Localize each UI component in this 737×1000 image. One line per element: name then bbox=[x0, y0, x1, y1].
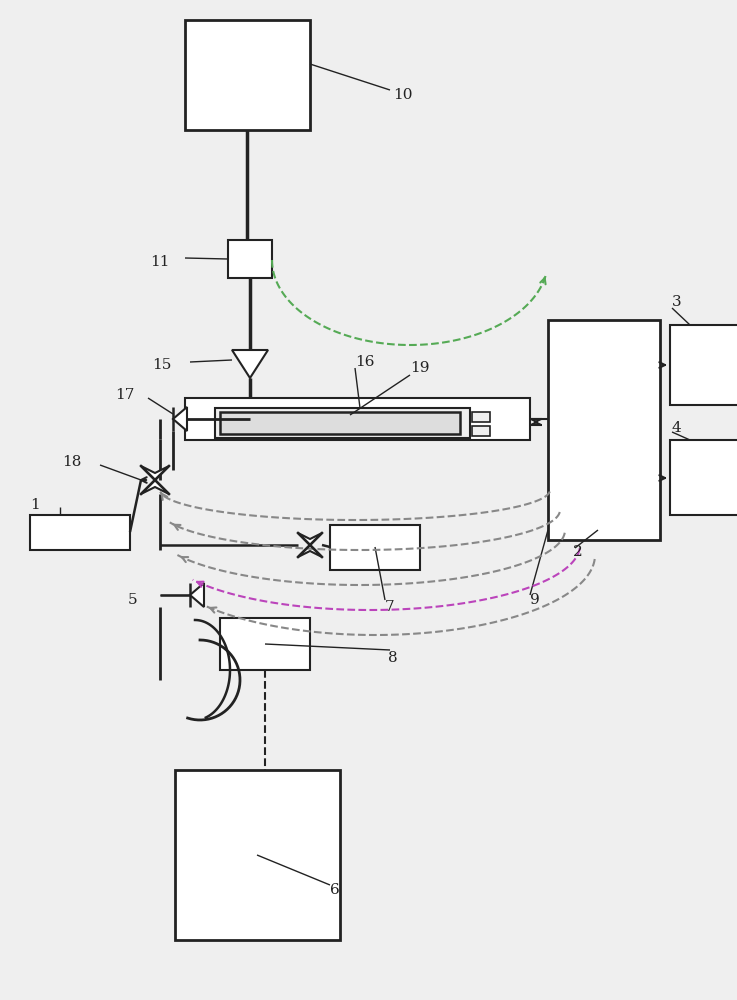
Polygon shape bbox=[141, 480, 169, 494]
Bar bbox=[670, 440, 737, 515]
Bar bbox=[548, 320, 660, 540]
Polygon shape bbox=[141, 466, 169, 480]
Bar bbox=[220, 412, 460, 434]
Bar bbox=[185, 20, 310, 130]
Text: 1: 1 bbox=[30, 498, 40, 512]
Polygon shape bbox=[298, 545, 322, 557]
Text: 17: 17 bbox=[115, 388, 134, 402]
Text: 9: 9 bbox=[530, 593, 539, 607]
Bar bbox=[472, 412, 490, 422]
Text: 18: 18 bbox=[62, 455, 81, 469]
Polygon shape bbox=[190, 583, 204, 607]
Text: 4: 4 bbox=[672, 421, 682, 435]
Bar bbox=[220, 618, 310, 670]
Text: 19: 19 bbox=[410, 361, 430, 375]
Text: 16: 16 bbox=[355, 355, 374, 369]
Text: 15: 15 bbox=[152, 358, 172, 372]
Text: 10: 10 bbox=[393, 88, 413, 102]
Bar bbox=[30, 515, 130, 550]
Text: 7: 7 bbox=[385, 600, 394, 614]
Bar bbox=[175, 770, 340, 940]
Text: 5: 5 bbox=[128, 593, 138, 607]
Text: 2: 2 bbox=[573, 545, 583, 559]
Text: 3: 3 bbox=[672, 295, 682, 309]
Polygon shape bbox=[232, 350, 268, 378]
Text: 11: 11 bbox=[150, 255, 170, 269]
Text: 8: 8 bbox=[388, 651, 398, 665]
Polygon shape bbox=[298, 533, 322, 545]
Bar bbox=[330, 525, 420, 570]
Bar bbox=[228, 240, 272, 278]
Text: 6: 6 bbox=[330, 883, 340, 897]
Bar bbox=[215, 408, 470, 438]
Bar bbox=[185, 398, 530, 440]
Polygon shape bbox=[173, 407, 187, 431]
Bar bbox=[472, 426, 490, 436]
Bar bbox=[670, 325, 737, 405]
